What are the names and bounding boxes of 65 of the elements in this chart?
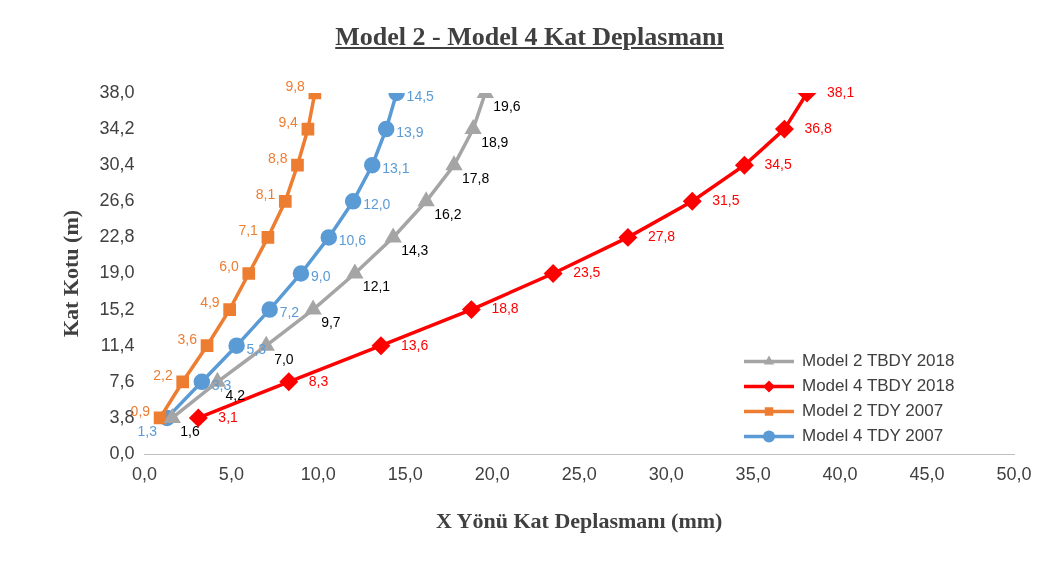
x-tick-label: 50,0	[996, 463, 1032, 484]
data-label: 38,1	[827, 83, 855, 100]
data-label: 2,2	[153, 366, 173, 383]
x-tick-label: 45,0	[909, 463, 945, 484]
data-label: 18,8	[491, 300, 519, 317]
data-label: 9,0	[310, 268, 331, 285]
y-tick-label: 11,4	[100, 334, 135, 355]
data-label: 1,3	[137, 422, 158, 439]
y-tick-label: 26,6	[99, 190, 135, 211]
data-label: 13,6	[400, 336, 429, 353]
data-label: 9,7	[321, 314, 341, 331]
data-label: 14,5	[406, 87, 435, 104]
data-label: 36,8	[804, 119, 832, 136]
y-tick-label: 34,2	[99, 118, 135, 139]
data-label: 4,9	[200, 294, 220, 311]
y-tick-label: 15,2	[99, 298, 135, 319]
data-label: 27,8	[647, 228, 676, 245]
data-label: 12,1	[362, 278, 391, 295]
data-label: 3,1	[218, 408, 239, 425]
data-label: 34,5	[764, 156, 792, 173]
data-label: 10,6	[338, 232, 367, 249]
data-label: 7,0	[274, 350, 294, 367]
x-tick-label: 35,0	[735, 463, 771, 484]
data-label: 8,1	[255, 186, 276, 203]
data-label: 12,0	[363, 196, 391, 213]
data-label: 3,6	[177, 330, 198, 347]
data-label: 23,5	[573, 264, 601, 281]
data-label: 5,3	[246, 340, 267, 357]
x-tick-label: 10,0	[300, 463, 336, 484]
data-label: 17,8	[462, 170, 490, 187]
y-tick-label: 38,0	[99, 81, 135, 102]
data-label: 16,2	[434, 206, 462, 223]
x-tick-label: 15,0	[387, 463, 423, 484]
x-tick-label: 5,0	[218, 463, 244, 484]
data-label: 8,8	[268, 150, 288, 167]
data-label: 7,2	[279, 304, 300, 321]
data-label: 9,8	[285, 77, 306, 94]
data-label: 8,3	[308, 372, 329, 389]
data-label: 13,1	[382, 160, 410, 177]
data-label: 18,9	[481, 133, 509, 150]
y-tick-label: 30,4	[99, 154, 135, 175]
legend-label: Model 4 TDY 2007	[802, 426, 944, 446]
legend-label: Model 4 TBDY 2018	[802, 376, 955, 396]
data-label: 13,9	[396, 123, 424, 140]
legend-label: Model 2 TDY 2007	[802, 401, 944, 421]
y-tick-label: 7,6	[109, 370, 135, 391]
data-label: 14,3	[401, 242, 429, 259]
x-axis-title: X Yönü Kat Deplasmanı (mm)	[436, 508, 723, 534]
y-axis-title: Kat Kotu (m)	[57, 209, 83, 338]
y-tick-label: 19,0	[99, 262, 135, 283]
data-label: 1,6	[180, 422, 200, 439]
x-tick-label: 25,0	[561, 463, 597, 484]
data-label: 19,6	[493, 97, 521, 114]
chart-title: Model 2 - Model 4 Kat Deplasmanı	[334, 22, 725, 52]
x-tick-label: 0,0	[131, 463, 157, 484]
data-label: 7,1	[238, 222, 259, 239]
data-label: 6,0	[219, 258, 239, 275]
x-tick-label: 40,0	[822, 463, 858, 484]
data-label: 9,4	[278, 113, 299, 130]
x-tick-label: 20,0	[474, 463, 510, 484]
legend-label: Model 2 TBDY 2018	[802, 351, 955, 371]
data-label: 31,5	[712, 192, 740, 209]
y-tick-label: 22,8	[99, 226, 135, 247]
y-tick-label: 0,0	[109, 442, 135, 463]
x-tick-label: 30,0	[648, 463, 684, 484]
